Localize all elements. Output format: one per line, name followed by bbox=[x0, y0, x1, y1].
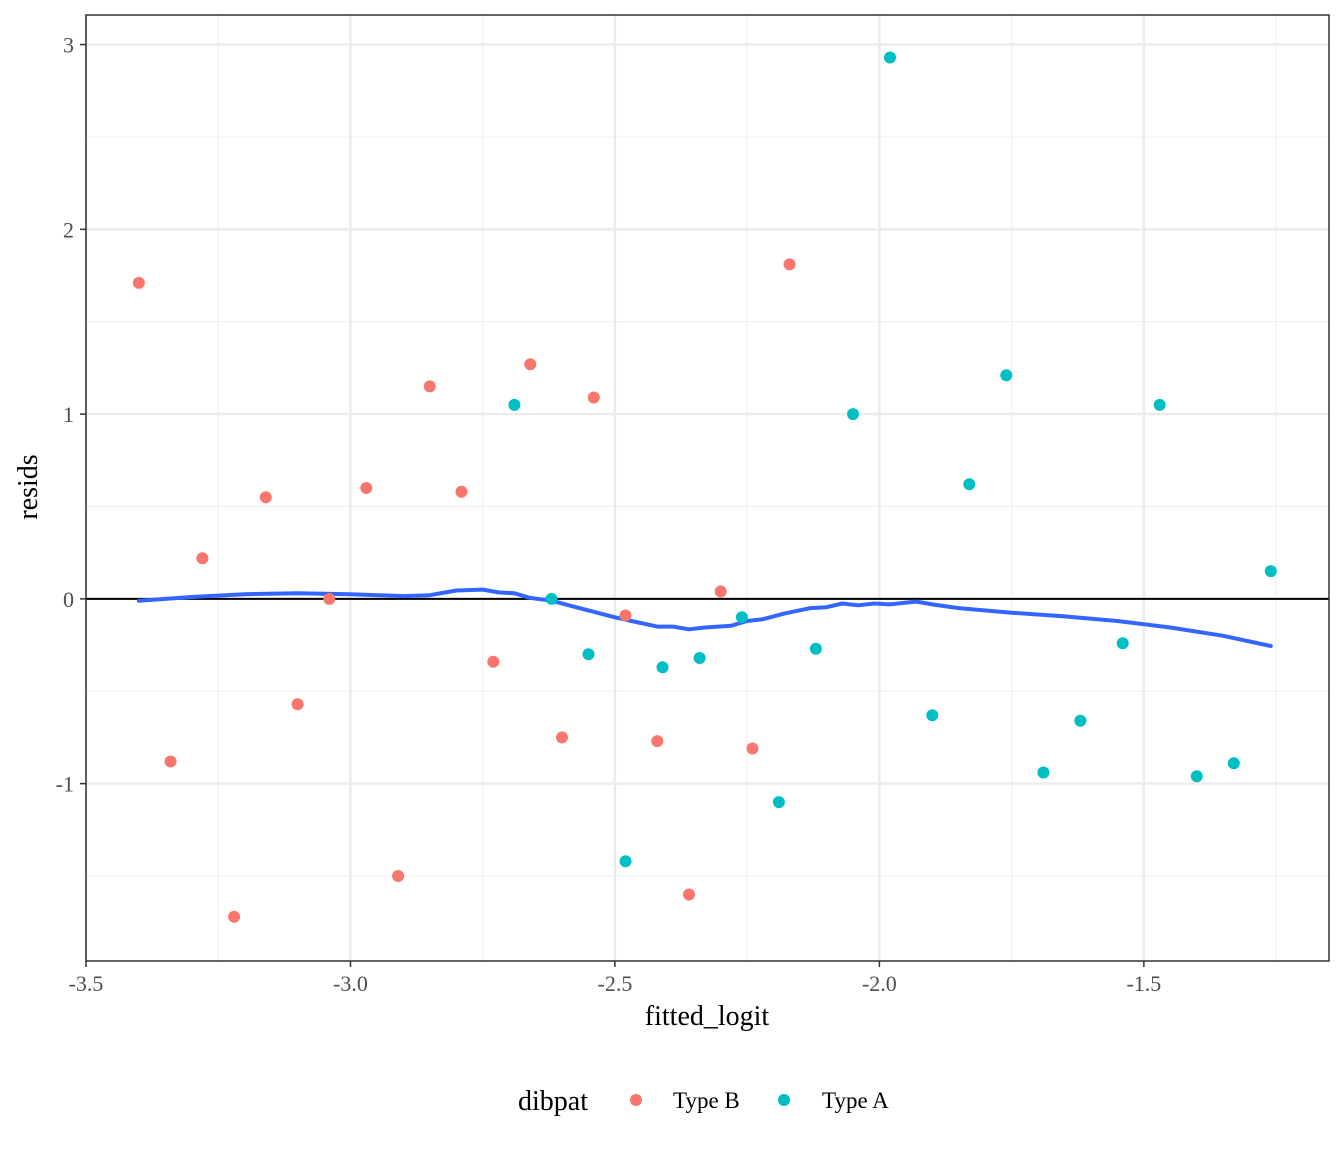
point-type-a bbox=[619, 855, 632, 868]
y-tick-label: -1 bbox=[56, 772, 74, 797]
point-type-a bbox=[1074, 714, 1087, 727]
minor-gridlines bbox=[86, 15, 1329, 961]
point-type-a bbox=[1153, 398, 1166, 411]
point-type-b bbox=[132, 276, 145, 289]
point-type-a bbox=[1037, 766, 1050, 779]
point-type-a bbox=[772, 796, 785, 809]
point-type-b bbox=[524, 358, 537, 371]
point-type-a bbox=[963, 478, 976, 491]
point-type-b bbox=[164, 755, 177, 768]
point-type-b bbox=[323, 592, 336, 605]
point-type-b bbox=[714, 585, 727, 598]
legend-title: dibpat bbox=[518, 1086, 588, 1117]
point-type-a bbox=[926, 709, 939, 722]
point-type-b bbox=[746, 742, 759, 755]
y-tick-label: 2 bbox=[63, 217, 74, 242]
point-type-a bbox=[809, 642, 822, 655]
smooth-trend-line bbox=[136, 587, 1273, 648]
point-type-a bbox=[1000, 369, 1013, 382]
point-type-a bbox=[1227, 757, 1240, 770]
point-type-b bbox=[487, 655, 500, 668]
y-tick-label: 0 bbox=[63, 587, 74, 612]
y-tick-label: 3 bbox=[63, 33, 74, 58]
point-type-b bbox=[259, 491, 272, 504]
point-type-b bbox=[291, 698, 304, 711]
major-gridlines bbox=[84, 15, 1329, 961]
point-type-b bbox=[228, 910, 241, 923]
point-type-a bbox=[582, 648, 595, 661]
x-tick-label: -2.5 bbox=[598, 971, 633, 996]
point-type-b bbox=[360, 482, 373, 494]
x-axis-ticks: -3.5 -3.0 -2.5 -2.0 -1.5 bbox=[69, 961, 1161, 996]
point-type-a bbox=[545, 592, 558, 605]
point-type-b bbox=[196, 552, 209, 565]
x-tick-label: -2.0 bbox=[862, 971, 897, 996]
point-type-a bbox=[847, 408, 859, 421]
x-axis-title: fitted_logit bbox=[645, 1001, 770, 1032]
point-type-a bbox=[1264, 565, 1277, 578]
legend-key-type-b bbox=[630, 1094, 642, 1106]
point-type-b bbox=[556, 731, 568, 744]
data-points bbox=[132, 51, 1277, 923]
legend: dibpat Type B Type A bbox=[518, 1086, 889, 1117]
point-type-a bbox=[1190, 770, 1203, 783]
panel-border bbox=[85, 14, 1330, 962]
point-type-a bbox=[508, 398, 521, 411]
point-type-b bbox=[587, 391, 600, 404]
point-type-a bbox=[693, 652, 706, 664]
point-type-b bbox=[651, 735, 664, 748]
y-axis-title: resids bbox=[13, 454, 44, 519]
legend-key-type-a bbox=[778, 1094, 790, 1106]
point-type-a bbox=[1116, 637, 1129, 650]
point-type-b bbox=[783, 258, 796, 271]
legend-label-type-a: Type A bbox=[822, 1088, 889, 1113]
point-type-b bbox=[619, 609, 632, 622]
y-tick-label: 1 bbox=[63, 402, 74, 427]
x-tick-label: -1.5 bbox=[1126, 971, 1161, 996]
point-type-a bbox=[884, 51, 896, 64]
y-axis-ticks: -1 0 1 2 3 bbox=[56, 33, 86, 797]
point-type-b bbox=[392, 870, 405, 882]
point-type-b bbox=[683, 888, 695, 901]
x-tick-label: -3.5 bbox=[69, 971, 104, 996]
legend-label-type-b: Type B bbox=[673, 1088, 740, 1113]
point-type-a bbox=[656, 661, 669, 674]
point-type-b bbox=[455, 485, 468, 498]
point-type-b bbox=[423, 380, 436, 393]
point-type-a bbox=[735, 611, 748, 624]
x-tick-label: -3.0 bbox=[333, 971, 368, 996]
